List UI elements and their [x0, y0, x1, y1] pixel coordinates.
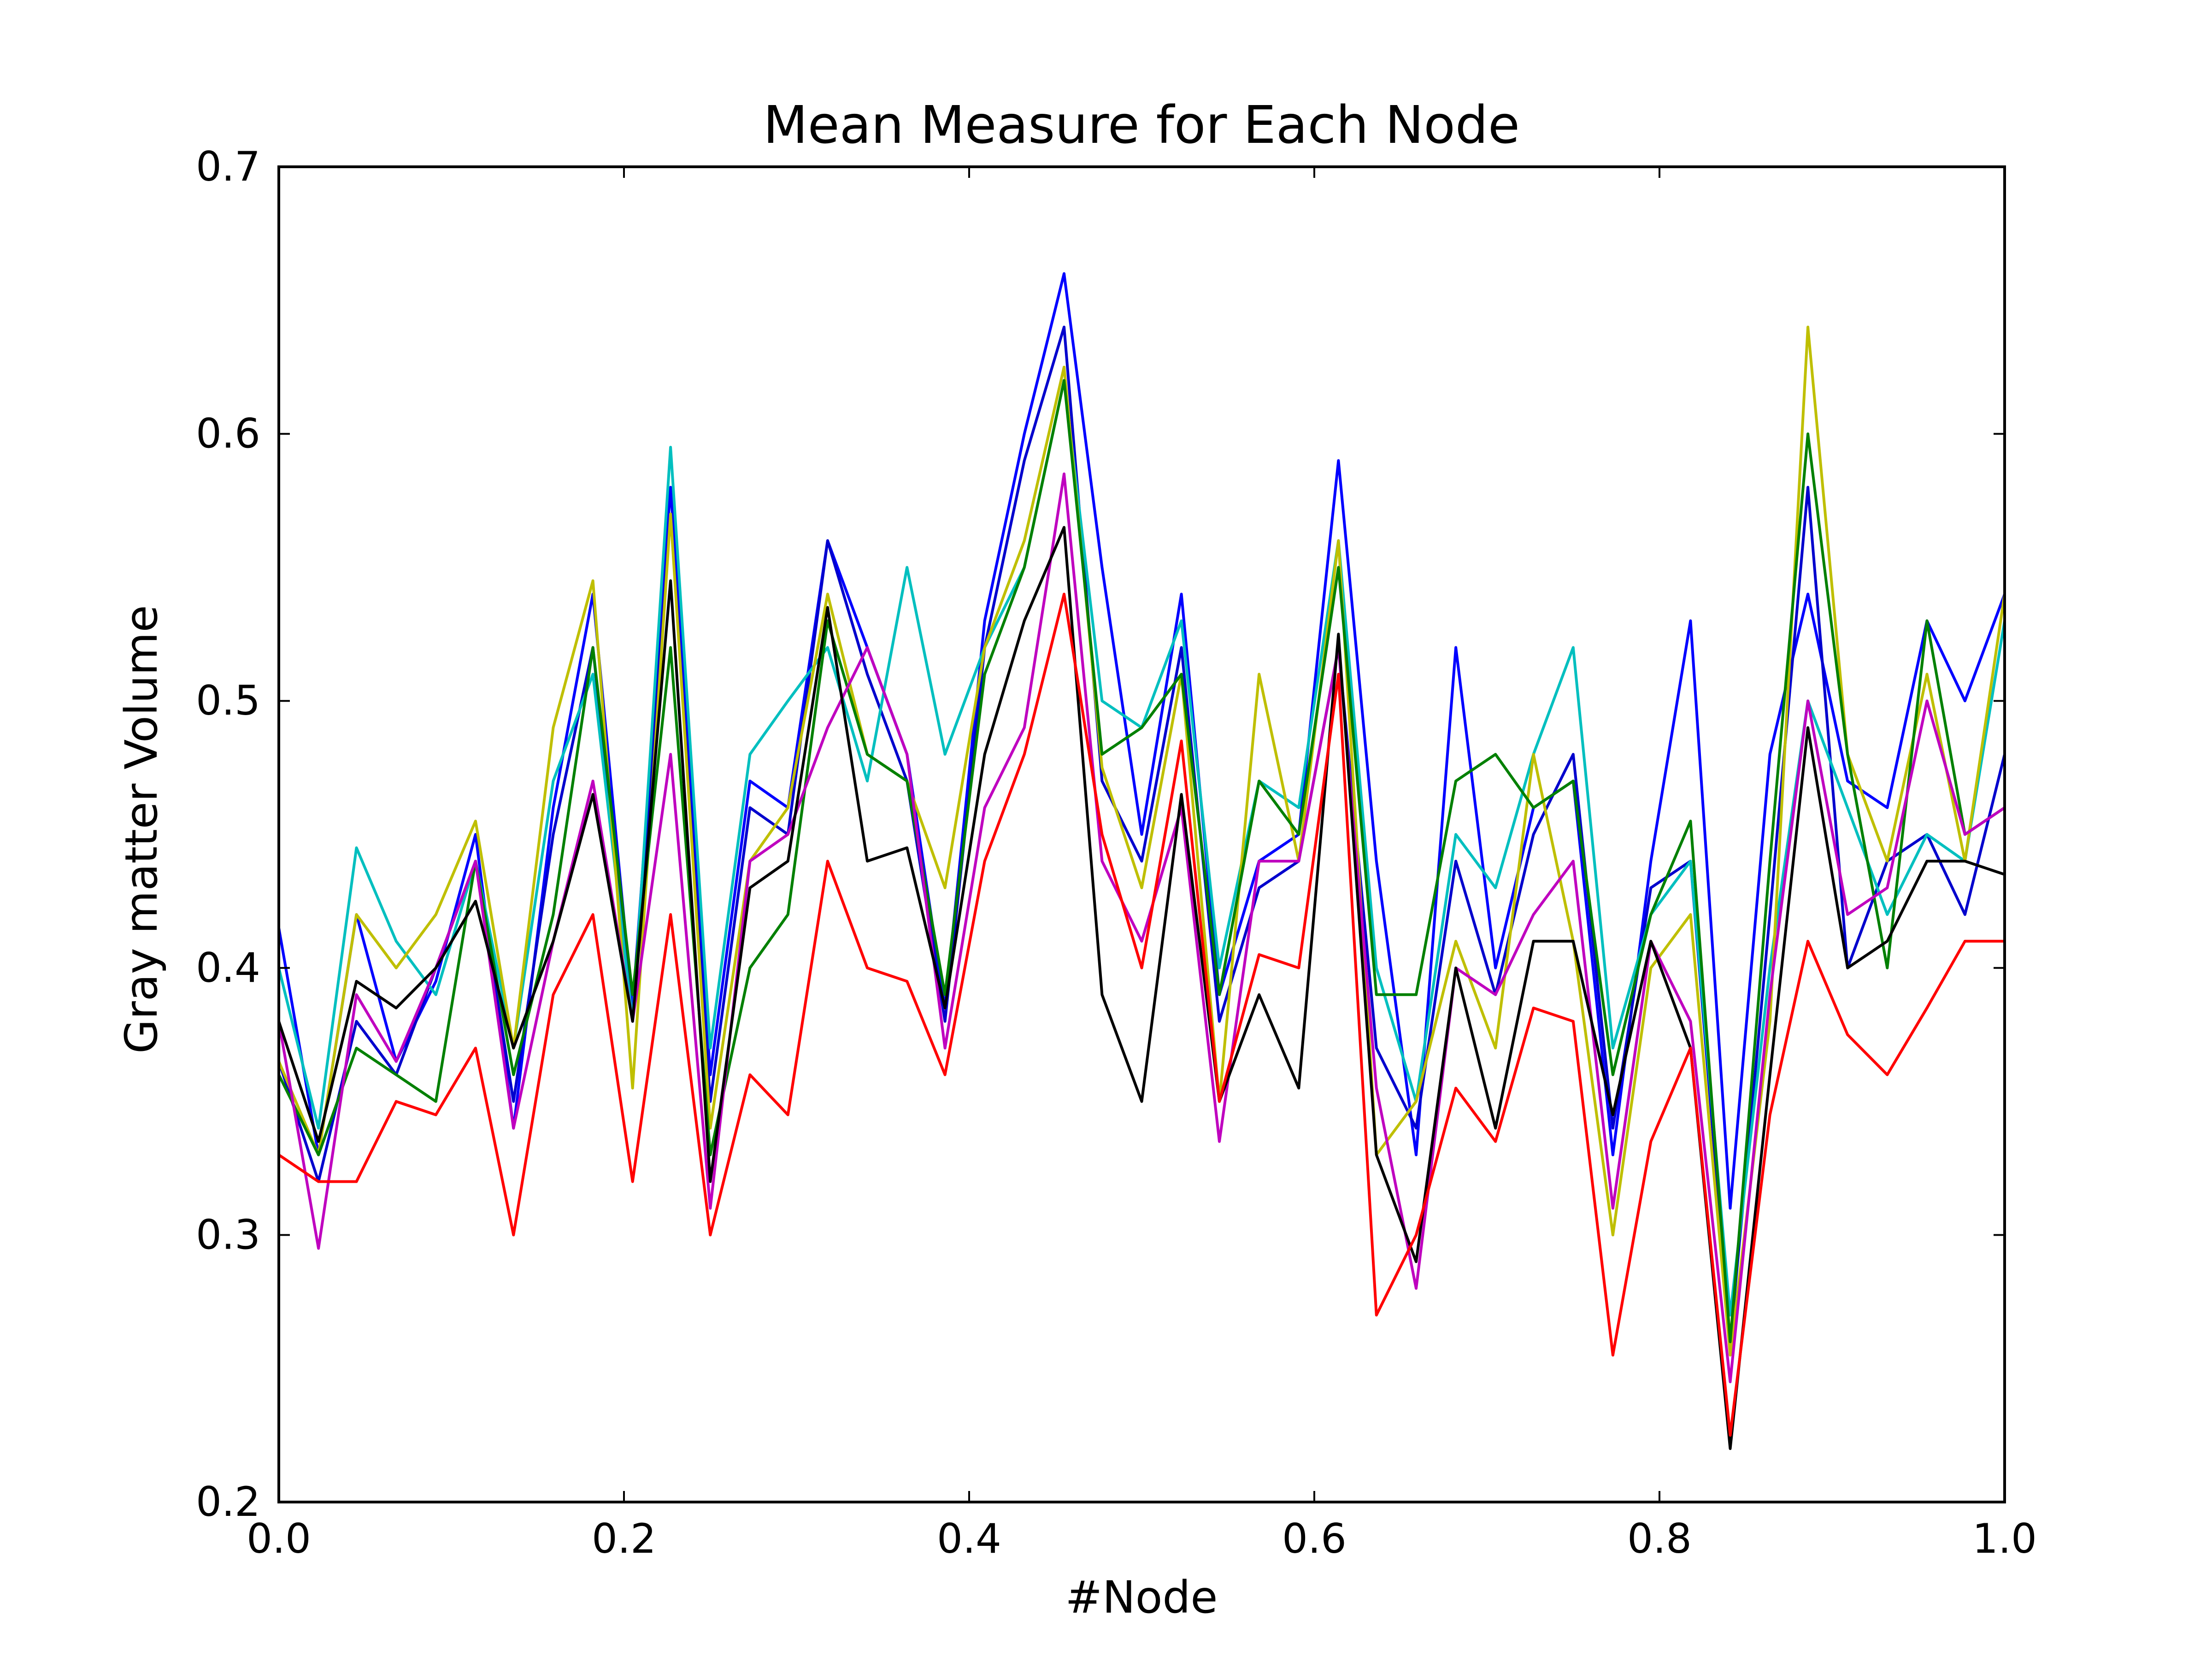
series-line-8 — [278, 593, 2005, 1437]
x-tick-label: 0.2 — [592, 1515, 656, 1562]
y-tick-label: 0.2 — [196, 1478, 260, 1526]
x-tick-label: 1.0 — [1972, 1515, 2037, 1562]
y-tick-label: 0.5 — [196, 677, 260, 724]
y-tick-label: 0.7 — [196, 143, 260, 190]
y-tick-label: 0.6 — [196, 410, 260, 458]
x-tick-label: 0.8 — [1627, 1515, 1692, 1562]
x-tick-label: 0.6 — [1282, 1515, 1347, 1562]
x-tick-label: 0.0 — [247, 1515, 311, 1562]
plot-area: 0.0 0.2 0.4 0.6 0.8 1.00.20.30.40.50.60.7 — [196, 143, 2037, 1562]
x-tick-label: 0.4 — [937, 1515, 1001, 1562]
y-axis-label: Gray matter Volume — [116, 605, 167, 1054]
series-line-1 — [277, 272, 2006, 1210]
series-line-4 — [277, 325, 2006, 1357]
y-tick-label: 0.3 — [196, 1211, 260, 1258]
y-tick-label: 0.4 — [196, 944, 260, 992]
x-axis-label: #Node — [1065, 1572, 1218, 1623]
chart-title: Mean Measure for Each Node — [763, 95, 1520, 155]
plot-frame — [277, 165, 2006, 1503]
series-line-5 — [277, 379, 2006, 1344]
